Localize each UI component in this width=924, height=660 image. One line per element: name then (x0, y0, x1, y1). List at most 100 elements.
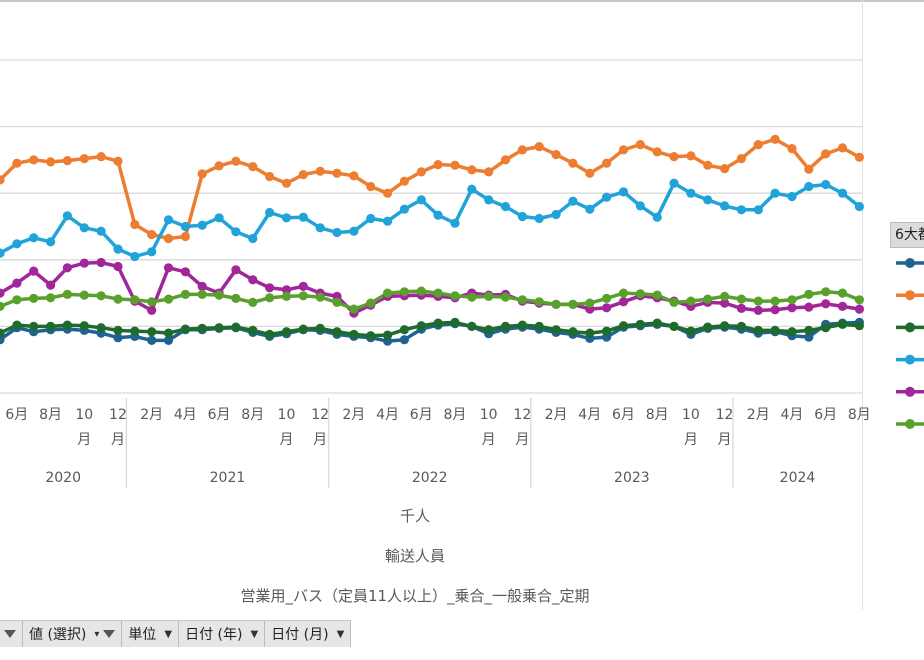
x-tick-label: 4月 (780, 407, 803, 423)
x-tick-label: 8月 (848, 407, 871, 423)
data-point (332, 297, 342, 307)
dropdown-arrow-icon: ▼ (336, 628, 345, 640)
data-point (433, 160, 443, 170)
data-point (854, 201, 865, 212)
data-point (197, 220, 207, 230)
data-point (618, 288, 629, 298)
data-point (787, 144, 797, 154)
data-point (214, 290, 224, 300)
data-point (231, 265, 241, 275)
filter-button-date-year[interactable]: 日付 (年) ▼ (179, 621, 266, 647)
x-tick-label-unit: 月 (77, 432, 91, 448)
data-point (29, 155, 39, 165)
data-point (383, 188, 393, 198)
data-point (804, 325, 814, 335)
x-tick-label-unit: 月 (313, 432, 327, 448)
data-point (113, 325, 123, 335)
x-tick-label: 8月 (443, 407, 466, 423)
dropdown-arrow-icon: ▾ (94, 628, 100, 640)
data-point (821, 299, 831, 309)
data-point (130, 326, 140, 336)
data-point (602, 158, 612, 168)
filter-label-date-year: 日付 (年) (185, 627, 243, 643)
data-point (281, 291, 292, 301)
data-point (433, 318, 443, 328)
data-point (281, 213, 292, 223)
chart-top-border (0, 0, 924, 2)
legend-marker-1 (905, 258, 915, 268)
data-point (635, 201, 645, 211)
data-point (147, 297, 157, 307)
data-point (298, 170, 308, 180)
data-point (652, 147, 662, 157)
data-point (720, 164, 730, 174)
data-point (315, 166, 325, 176)
filter-button-unit[interactable]: 単位 ▼ (122, 621, 180, 647)
data-point (332, 227, 342, 238)
x-tick-label-unit: 月 (279, 432, 293, 448)
data-point (770, 325, 780, 335)
axis-title-measure: 輸送人員 (384, 547, 445, 565)
data-point (551, 325, 561, 335)
x-year-label: 2022 (412, 470, 448, 486)
data-point (163, 233, 174, 244)
data-point (79, 258, 89, 268)
data-point (383, 288, 393, 298)
data-point (534, 213, 544, 224)
legend-title: 6大都 (890, 222, 924, 248)
data-point (29, 293, 39, 303)
filter-button-value-select[interactable]: 値 (選択) ▾ (23, 621, 123, 647)
data-point (467, 184, 477, 194)
filter-button-date-month[interactable]: 日付 (月) ▼ (265, 621, 352, 647)
data-point (484, 291, 494, 301)
data-point (787, 327, 797, 337)
data-point (197, 289, 207, 299)
data-point (669, 178, 679, 188)
data-point (298, 212, 308, 222)
data-point (197, 281, 207, 291)
data-point (585, 298, 595, 308)
data-point (770, 134, 780, 144)
data-point (787, 295, 797, 305)
data-point (736, 321, 747, 331)
dropdown-arrow-icon: ▼ (250, 628, 259, 640)
x-tick-label: 6月 (208, 407, 231, 423)
data-point (821, 287, 831, 297)
data-point (62, 289, 72, 299)
data-point (79, 154, 89, 164)
data-point (753, 305, 763, 315)
data-point (315, 223, 325, 233)
data-point (399, 176, 409, 186)
plot-right-divider (862, 0, 863, 610)
filter-button-prev[interactable] (0, 621, 23, 647)
data-point (0, 248, 5, 258)
data-point (298, 281, 308, 291)
legend-marker-6 (905, 419, 915, 429)
data-point (618, 321, 629, 331)
data-point (703, 160, 713, 170)
data-point (635, 289, 645, 299)
data-point (635, 319, 645, 329)
series-line-3 (0, 320, 860, 338)
data-point (736, 294, 747, 304)
data-point (551, 209, 561, 220)
data-point (248, 297, 258, 307)
x-tick-label-unit: 月 (111, 432, 125, 448)
data-point (163, 335, 174, 345)
legend-marker-2 (905, 290, 915, 301)
data-point (686, 188, 696, 198)
data-point (96, 226, 106, 236)
data-point (720, 298, 730, 308)
data-point (703, 195, 713, 205)
data-point (147, 335, 157, 345)
data-point (383, 330, 393, 340)
data-point (12, 295, 22, 305)
data-point (416, 167, 426, 177)
filter-funnel-icon (4, 630, 16, 638)
x-tick-label: 6月 (814, 407, 837, 423)
data-point (315, 292, 325, 302)
x-tick-label-unit: 月 (482, 432, 496, 448)
x-tick-label: 8月 (39, 407, 62, 423)
data-point (500, 155, 511, 165)
data-point (602, 303, 612, 313)
